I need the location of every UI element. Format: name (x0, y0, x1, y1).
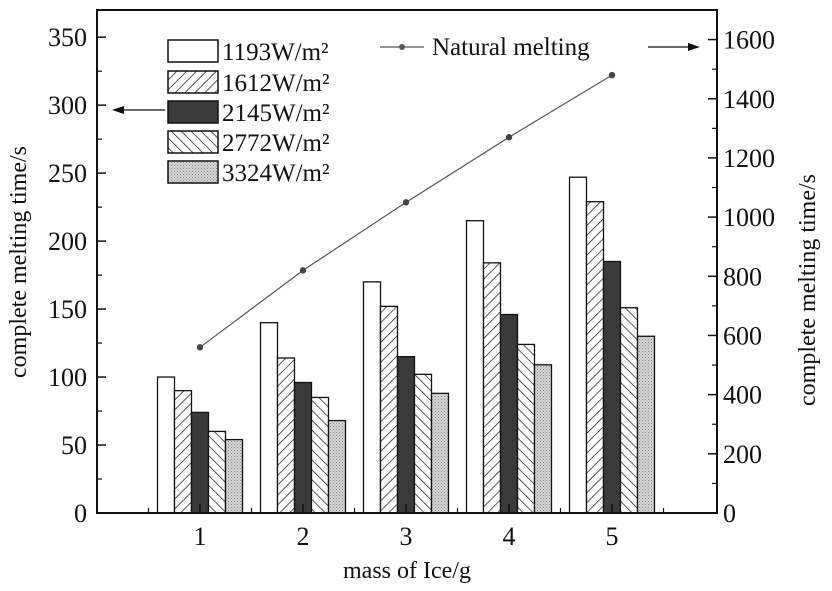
x-tick-label-3: 3 (400, 522, 413, 551)
bar-2772-mass-2 (310, 396, 330, 514)
ticks-layer: 0501001502002503003500200400600800100012… (48, 23, 775, 551)
natural-melting-point-5 (608, 71, 616, 79)
axes-layer (96, 9, 718, 514)
bar-1193-mass-5 (568, 176, 588, 514)
y-tick-label-150: 150 (48, 295, 87, 324)
legend-swatch-3324 (167, 160, 219, 184)
axis-arrows (112, 43, 700, 114)
legend-label-1193: 1193W/m² (222, 39, 329, 66)
x-tick-label-5: 5 (606, 522, 619, 551)
bar-1612-mass-4 (482, 262, 502, 514)
bar-1612-mass-3 (379, 305, 399, 514)
x-tick-label-2: 2 (297, 522, 310, 551)
natural-melting-point-2 (299, 267, 307, 274)
y2-tick-label-1400: 1400 (723, 85, 775, 114)
plot-frame (96, 9, 718, 514)
bar-3324-mass-2 (327, 419, 347, 514)
legend: 1193W/m² 1612W/m² 2145W/m² 2772W/m² 3324… (167, 34, 590, 187)
bar-1612-mass-2 (276, 357, 296, 514)
legend-label-3324: 3324W/m² (222, 160, 329, 187)
bar-3324-mass-5 (636, 335, 656, 514)
y2-tick-label-800: 800 (723, 262, 762, 291)
bar-2772-mass-1 (207, 430, 227, 514)
legend-swatch-1193 (167, 39, 219, 63)
legend-label-2145: 2145W/m² (222, 100, 329, 127)
y-tick-label-300: 300 (48, 91, 87, 120)
y-axis-title-right: complete melting time/s (795, 174, 821, 406)
y2-tick-label-600: 600 (723, 321, 762, 350)
y-tick-label-50: 50 (61, 431, 87, 460)
x-axis-title: mass of Ice/g (343, 558, 471, 584)
bars-layer (156, 176, 656, 514)
bar-1193-mass-3 (362, 281, 382, 514)
bar-3324-mass-1 (224, 438, 244, 514)
natural-melting-point-1 (196, 344, 204, 351)
bar-2772-mass-5 (619, 307, 639, 514)
natural-melting-line-layer (196, 71, 616, 351)
left-axis-arrowhead (112, 106, 124, 114)
x-tick-label-4: 4 (503, 522, 516, 551)
y2-tick-label-1000: 1000 (723, 203, 775, 232)
bar-1193-mass-1 (156, 376, 176, 514)
bar-1193-mass-2 (259, 322, 279, 514)
bar-2145-mass-1 (190, 411, 210, 514)
legend-swatch-1612 (167, 70, 219, 94)
y-tick-label-250: 250 (48, 159, 87, 188)
y2-tick-label-1200: 1200 (723, 144, 775, 173)
bar-2145-mass-4 (499, 313, 519, 514)
bar-2772-mass-4 (516, 343, 536, 514)
legend-swatch-2145 (167, 100, 219, 124)
legend-label-natural: Natural melting (432, 34, 590, 61)
natural-melting-point-4 (505, 134, 513, 141)
bar-3324-mass-3 (430, 392, 450, 514)
legend-label-2772: 2772W/m² (222, 130, 329, 157)
bar-1612-mass-1 (173, 389, 193, 514)
y-tick-label-0: 0 (74, 499, 87, 528)
bar-3324-mass-4 (533, 364, 553, 514)
y2-tick-label-0: 0 (723, 499, 736, 528)
x-tick-label-1: 1 (194, 522, 207, 551)
legend-swatch-2772 (167, 130, 219, 154)
y-axis-title-left: complete melting time/s (6, 146, 32, 378)
y2-tick-label-400: 400 (723, 381, 762, 410)
bar-2145-mass-5 (602, 260, 622, 514)
legend-label-1612: 1612W/m² (222, 70, 329, 97)
bar-2145-mass-3 (396, 356, 416, 514)
y-tick-label-100: 100 (48, 363, 87, 392)
bar-1193-mass-4 (465, 220, 485, 514)
right-axis-arrowhead (688, 43, 700, 51)
bar-2772-mass-3 (413, 373, 433, 514)
y-tick-label-200: 200 (48, 227, 87, 256)
natural-melting-point-3 (402, 199, 410, 206)
y-tick-label-350: 350 (48, 23, 87, 52)
bar-1612-mass-5 (585, 201, 605, 514)
y2-tick-label-1600: 1600 (723, 26, 775, 55)
bar-2145-mass-2 (293, 381, 313, 514)
y2-tick-label-200: 200 (723, 440, 762, 469)
legend-marker-natural (399, 44, 405, 50)
